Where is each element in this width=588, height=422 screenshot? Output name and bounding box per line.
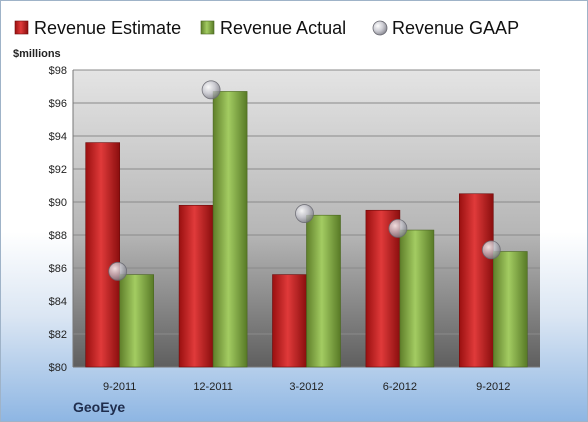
y-axis-label: $millions	[13, 48, 61, 60]
x-tick-label: 3-2012	[289, 381, 323, 393]
y-tick-label: $88	[49, 230, 67, 242]
bar-revenue-estimate	[272, 274, 307, 368]
legend-swatch	[200, 20, 215, 35]
y-tick-label: $82	[49, 329, 67, 341]
bar-revenue-estimate	[178, 205, 214, 368]
legend-swatch	[372, 20, 388, 36]
x-tick-label: 9-2011	[103, 381, 136, 393]
marker-revenue-gaap	[388, 218, 408, 238]
bar-revenue-actual	[492, 251, 528, 368]
legend-swatch	[14, 20, 29, 35]
x-tick-label: 9-2012	[476, 381, 510, 393]
bar-revenue-estimate	[85, 142, 120, 368]
y-tick-label: $86	[49, 263, 67, 275]
legend-item: Revenue Actual	[200, 18, 346, 38]
legend-label: Revenue Actual	[220, 18, 346, 38]
bar-revenue-actual	[212, 91, 248, 368]
y-tick-label: $94	[49, 131, 67, 143]
x-tick-label: 12-2011	[193, 381, 233, 393]
bar-revenue-estimate	[458, 193, 494, 368]
bar-revenue-actual	[119, 274, 154, 368]
y-tick-label: $84	[49, 296, 67, 308]
legend-label: Revenue GAAP	[392, 18, 519, 38]
marker-revenue-gaap	[108, 261, 128, 281]
bar-revenue-actual	[399, 229, 435, 368]
y-tick-label: $98	[49, 65, 67, 77]
x-tick-label: 6-2012	[383, 381, 417, 393]
legend-label: Revenue Estimate	[34, 18, 181, 38]
bar-revenue-actual	[306, 214, 341, 368]
y-tick-label: $92	[49, 164, 67, 176]
y-tick-label: $80	[49, 362, 67, 374]
marker-revenue-gaap	[481, 240, 501, 260]
company-name: GeoEye	[73, 399, 126, 415]
bar-revenue-estimate	[365, 209, 401, 368]
marker-revenue-gaap	[201, 80, 221, 100]
legend-item: Revenue GAAP	[372, 18, 519, 38]
y-tick-label: $90	[49, 197, 67, 209]
marker-revenue-gaap	[295, 204, 314, 223]
legend-item: Revenue Estimate	[14, 18, 181, 38]
y-tick-label: $96	[49, 98, 67, 110]
